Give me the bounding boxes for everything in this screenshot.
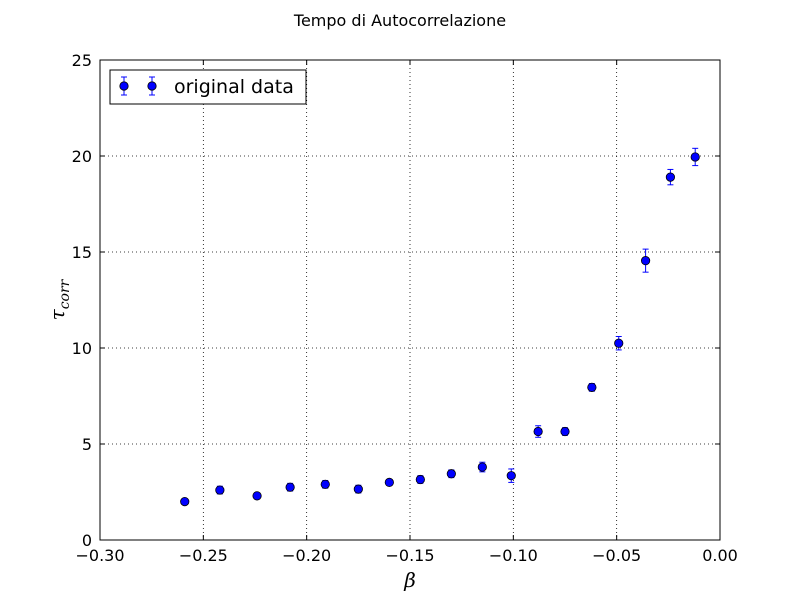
y-tick-label: 20 — [72, 147, 92, 166]
data-marker — [353, 484, 363, 494]
legend-handle — [119, 76, 129, 96]
x-tick-label: −0.15 — [385, 546, 434, 565]
y-tick-label: 0 — [82, 531, 92, 550]
data-marker — [285, 482, 295, 492]
data-marker — [252, 491, 262, 501]
data-marker — [384, 477, 394, 487]
data-point — [384, 477, 394, 487]
data-point — [285, 482, 295, 492]
data-point — [665, 168, 676, 186]
legend-marker-dot — [119, 81, 129, 91]
data-series — [180, 147, 700, 507]
data-point — [320, 479, 330, 489]
legend-marker-dot — [147, 81, 157, 91]
legend-handle — [147, 76, 157, 96]
x-axis-label: β — [403, 568, 416, 592]
x-tick-label: −0.25 — [179, 546, 228, 565]
data-point — [533, 425, 543, 438]
data-marker — [533, 426, 543, 437]
y-tick-label: 10 — [72, 339, 92, 358]
data-point — [252, 491, 262, 501]
data-point — [446, 469, 456, 479]
y-tick-label: 5 — [82, 435, 92, 454]
data-marker — [215, 485, 225, 495]
x-tick-label: −0.20 — [282, 546, 331, 565]
x-tick-label: −0.05 — [592, 546, 641, 565]
data-marker — [640, 256, 651, 266]
legend-box — [109, 69, 307, 105]
data-point — [415, 474, 425, 485]
y-tick-label: 15 — [72, 243, 92, 262]
data-point — [477, 461, 487, 473]
data-point — [640, 248, 651, 273]
data-marker — [320, 479, 330, 489]
data-point — [506, 468, 516, 483]
data-marker — [560, 426, 570, 437]
data-point — [614, 335, 624, 351]
legend-label: original data — [174, 76, 294, 98]
grid-lines — [99, 59, 721, 541]
data-marker — [690, 152, 700, 162]
legend-marker — [119, 76, 157, 96]
data-point — [180, 496, 190, 507]
data-marker — [665, 172, 676, 182]
data-marker — [446, 469, 456, 479]
data-point — [215, 485, 225, 495]
data-marker — [477, 462, 487, 472]
y-tick-label: 25 — [72, 51, 92, 70]
chart-title: Tempo di Autocorrelazione — [293, 11, 506, 30]
data-marker — [506, 471, 516, 481]
data-point — [560, 426, 570, 437]
data-point — [353, 484, 363, 494]
data-marker — [180, 496, 190, 507]
data-marker — [614, 338, 624, 348]
legend: original data — [109, 69, 307, 105]
data-point — [690, 147, 700, 167]
y-axis-label-base: τ — [45, 308, 69, 320]
data-marker — [415, 474, 425, 485]
x-tick-label: −0.10 — [489, 546, 538, 565]
x-tick-label: 0.00 — [702, 546, 738, 565]
axis-ticks: −0.30 −0.25 −0.20 −0.15 −0.10 −0.05 0.00 0 5 10 15… — [72, 51, 738, 565]
data-marker — [587, 382, 597, 392]
x-tick-label: −0.30 — [75, 546, 124, 565]
y-axis-label-subscript: corr — [57, 278, 73, 309]
y-axis-label: τcorr — [45, 278, 73, 320]
data-point — [587, 382, 597, 392]
